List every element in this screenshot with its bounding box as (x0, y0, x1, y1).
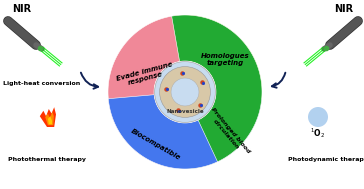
Circle shape (155, 62, 215, 122)
Polygon shape (172, 15, 262, 162)
Polygon shape (48, 116, 52, 124)
Text: Nanovesicle: Nanovesicle (166, 109, 204, 114)
Circle shape (308, 107, 328, 127)
Polygon shape (45, 112, 54, 125)
Polygon shape (178, 15, 262, 169)
Circle shape (159, 67, 210, 117)
Polygon shape (108, 15, 223, 168)
Circle shape (154, 61, 216, 123)
Text: Homologues
targeting: Homologues targeting (201, 53, 249, 66)
Text: Photothermal therapy: Photothermal therapy (8, 156, 86, 161)
Text: NIR: NIR (12, 4, 32, 14)
Text: Light-heat conversion: Light-heat conversion (3, 81, 80, 87)
Text: Prolonged blood
circulation: Prolonged blood circulation (205, 106, 251, 158)
Text: Photodynamic therapy: Photodynamic therapy (288, 156, 364, 161)
Text: $^1$O$_2$: $^1$O$_2$ (310, 126, 325, 140)
Circle shape (171, 78, 199, 106)
Text: Evade immune
response: Evade immune response (115, 61, 175, 89)
Text: NIR: NIR (335, 4, 353, 14)
Text: Biocompatible: Biocompatible (130, 128, 182, 161)
Polygon shape (40, 107, 56, 127)
Polygon shape (108, 95, 262, 169)
